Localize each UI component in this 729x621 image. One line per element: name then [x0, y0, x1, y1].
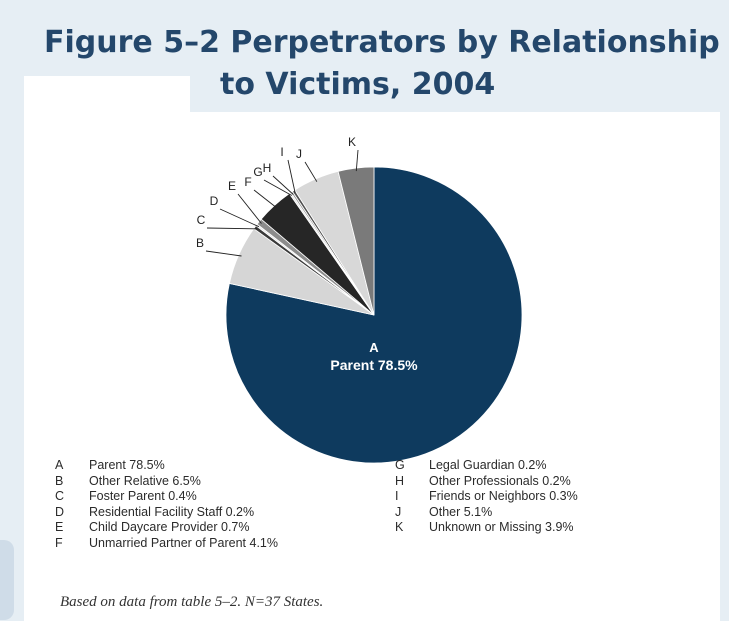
- pie-leader-lines: [205, 149, 359, 257]
- figure-title-line-2: to Victims, 2004: [220, 67, 496, 102]
- legend-key: C: [55, 489, 65, 503]
- legend-item-g: G Legal Guardian 0.2%: [395, 458, 578, 474]
- legend-item-b: B Other Relative 6.5%: [55, 474, 278, 490]
- legend-text: Unmarried Partner of Parent 4.1%: [89, 535, 278, 550]
- slice-key-f: F: [244, 175, 251, 189]
- legend-item-j: J Other 5.1%: [395, 505, 578, 521]
- pie-slice-unknown-or-missing: [337, 166, 375, 316]
- slice-key-e: E: [228, 179, 236, 193]
- legend-text: Foster Parent 0.4%: [89, 489, 197, 503]
- slice-key-i: I: [280, 145, 283, 159]
- legend-column-left: A Parent 78.5% B Other Relative 6.5% C Foster…: [55, 458, 278, 551]
- pie-slices: [225, 166, 523, 464]
- leader-line-e: [237, 193, 262, 224]
- legend-text: Other Professionals 0.2%: [429, 473, 571, 488]
- legend-text: Residential Facility Staff 0.2%: [89, 504, 255, 519]
- legend-key: E: [55, 520, 64, 534]
- legend-text: Friends or Neighbors 0.3%: [429, 489, 578, 503]
- page-edge-tab: [0, 540, 14, 620]
- legend-key: K: [395, 520, 404, 534]
- figure-title-line-1: Figure 5–2 Perpetrators by Relationship: [44, 25, 720, 60]
- legend-text: Other 5.1%: [429, 504, 493, 519]
- legend-text: Parent 78.5%: [89, 458, 165, 472]
- figure-title: Figure 5–2 Perpetrators by Relationship …: [44, 22, 720, 106]
- legend-text: Unknown or Missing 3.9%: [429, 520, 574, 534]
- center-label-text: Parent 78.5%: [330, 357, 418, 373]
- legend-key: B: [55, 473, 64, 488]
- leader-line-d: [219, 208, 260, 228]
- slice-key-b: B: [196, 236, 204, 250]
- slice-key-c: C: [197, 213, 206, 227]
- leader-line-c: [206, 227, 258, 230]
- legend-key: H: [395, 473, 405, 488]
- legend-item-h: H Other Professionals 0.2%: [395, 474, 578, 490]
- legend-item-a: A Parent 78.5%: [55, 458, 278, 474]
- leader-line-i: [287, 159, 296, 194]
- slice-key-h: H: [263, 161, 272, 175]
- legend-key: G: [395, 458, 405, 472]
- source-note: Based on data from table 5–2. N=37 State…: [60, 594, 324, 610]
- figure-panel-tab: [24, 76, 190, 114]
- slice-key-k: K: [348, 135, 356, 149]
- legend-key: I: [395, 489, 399, 503]
- slice-key-g: G: [253, 165, 262, 179]
- legend-key: D: [55, 504, 65, 519]
- legend-key: A: [55, 458, 64, 472]
- legend-item-d: D Residential Facility Staff 0.2%: [55, 505, 278, 521]
- leader-line-g: [263, 179, 293, 196]
- slice-key-j: J: [296, 147, 302, 161]
- slice-key-d: D: [210, 194, 219, 208]
- legend-item-c: C Foster Parent 0.4%: [55, 489, 278, 505]
- pie-center-label: A Parent 78.5%: [330, 340, 418, 373]
- leader-line-j: [304, 161, 318, 182]
- leader-line-k: [355, 149, 359, 172]
- legend-key: J: [395, 504, 402, 519]
- center-label-key: A: [369, 340, 379, 355]
- leader-line-h: [272, 175, 294, 195]
- leader-line-b: [205, 250, 242, 257]
- legend-item-i: I Friends or Neighbors 0.3%: [395, 489, 578, 505]
- legend-text: Other Relative 6.5%: [89, 473, 201, 488]
- legend-text: Child Daycare Provider 0.7%: [89, 520, 250, 534]
- legend-item-f: F Unmarried Partner of Parent 4.1%: [55, 536, 278, 552]
- legend-key: F: [55, 535, 63, 550]
- legend-text: Legal Guardian 0.2%: [429, 458, 547, 472]
- legend-item-k: K Unknown or Missing 3.9%: [395, 520, 578, 536]
- legend-item-e: E Child Daycare Provider 0.7%: [55, 520, 278, 536]
- legend-column-right: G Legal Guardian 0.2% H Other Professionals…: [395, 458, 578, 536]
- leader-line-f: [253, 189, 277, 209]
